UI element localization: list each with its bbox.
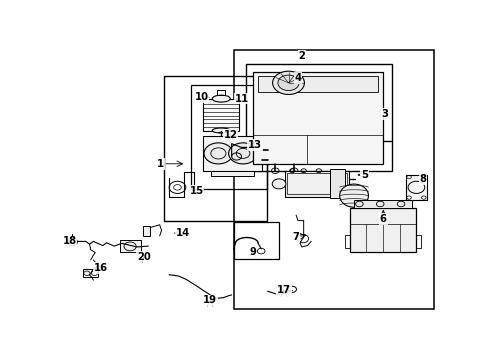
Bar (120, 240, 141, 252)
Bar (353, 200, 411, 208)
Text: 9: 9 (248, 247, 255, 257)
Ellipse shape (339, 184, 368, 207)
Text: 5: 5 (360, 170, 367, 180)
Bar (142, 226, 150, 236)
Circle shape (203, 143, 232, 164)
Bar (210, 171, 254, 176)
Bar (345, 235, 349, 248)
Bar (164, 76, 267, 221)
Text: 6: 6 (379, 214, 386, 224)
Text: 1: 1 (157, 159, 163, 169)
Circle shape (277, 75, 299, 91)
Bar (286, 174, 346, 194)
Bar (203, 99, 239, 131)
Text: 13: 13 (247, 140, 262, 150)
Text: 4: 4 (294, 73, 301, 83)
Text: 7: 7 (291, 232, 298, 242)
Bar (284, 171, 348, 197)
Bar (217, 90, 224, 95)
Text: 19: 19 (203, 296, 217, 305)
Circle shape (272, 179, 285, 189)
Text: 2: 2 (298, 51, 305, 61)
Text: 15: 15 (189, 186, 203, 196)
Bar (191, 85, 266, 189)
Ellipse shape (212, 95, 230, 102)
Text: 3: 3 (381, 109, 388, 119)
Text: 11: 11 (235, 94, 249, 104)
Circle shape (272, 71, 304, 94)
Bar (405, 175, 426, 200)
Text: 14: 14 (176, 228, 190, 238)
Ellipse shape (212, 128, 230, 133)
Bar (415, 235, 420, 248)
Text: 8: 8 (419, 174, 426, 184)
Text: 18: 18 (62, 237, 76, 246)
Bar (83, 269, 98, 278)
Bar (258, 76, 377, 92)
Bar (233, 222, 279, 260)
Text: 10: 10 (194, 92, 208, 102)
Bar (349, 208, 415, 252)
Bar (233, 50, 433, 309)
Bar (203, 136, 262, 171)
Text: 16: 16 (94, 263, 108, 273)
Text: 12: 12 (223, 130, 237, 140)
Circle shape (228, 143, 257, 164)
Bar (245, 64, 391, 171)
Bar (329, 169, 345, 198)
Bar (252, 72, 383, 164)
Text: 20: 20 (137, 252, 150, 262)
Text: 17: 17 (276, 285, 290, 296)
